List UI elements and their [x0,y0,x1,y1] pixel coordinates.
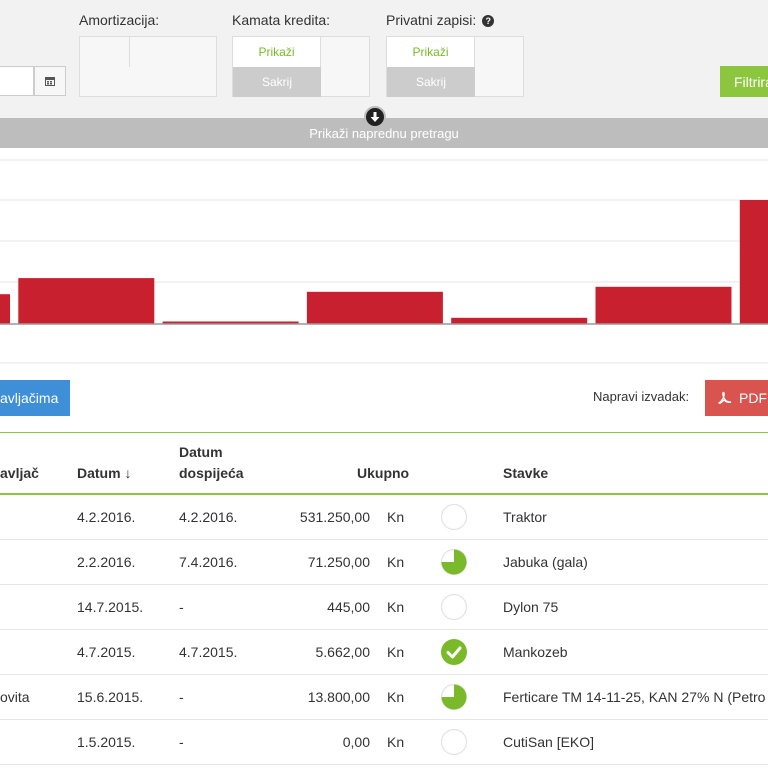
private-label-text: Privatni zapisi: [386,12,477,28]
statement-label: Napravi izvadak: [593,389,690,404]
cell-currency: Kn [387,689,405,705]
chart-bar[interactable] [18,278,155,324]
private-hide-button[interactable]: Sakrij [387,67,475,97]
cell-item[interactable]: Traktor [503,509,547,525]
chart-bar[interactable] [739,200,768,324]
cell-date: 15.6.2015. [77,689,144,705]
cell-due-date: 7.4.2016. [179,554,238,570]
cell-date: 2.2.2016. [77,554,136,570]
cell-amount: 13.800,00 [307,689,370,705]
header-divider [0,493,768,495]
cell-due-date: - [179,689,184,705]
cell-date: 14.7.2015. [77,599,144,615]
calendar-button[interactable] [34,66,66,96]
header-items[interactable]: Stavke [503,465,549,481]
pdf-button[interactable]: PDF [705,380,768,416]
interest-show-button[interactable]: Prikaži [233,37,321,67]
advanced-search-label: Prikaži naprednu pretragu [309,126,459,141]
cell-currency: Kn [387,644,405,660]
date-input[interactable] [0,66,34,96]
interest-hide-button[interactable]: Sakrij [233,67,321,97]
cell-amount: 445,00 [327,599,370,615]
cell-amount: 531.250,00 [299,509,370,525]
private-show-button[interactable]: Prikaži [387,37,475,67]
status-partial-icon [440,548,468,576]
cell-item[interactable]: Mankozeb [503,644,568,660]
pdf-button-label: PDF [739,390,767,406]
filter-button[interactable]: Filtriraj [720,66,768,97]
table-row[interactable]: 4.2.2016. 4.2.2016. 531.250,00 Kn Trakto… [0,495,768,540]
arrow-down-icon[interactable] [364,106,386,128]
cell-item[interactable]: Jabuka (gala) [503,554,588,570]
cell-amount: 5.662,00 [315,644,371,660]
header-supplier[interactable]: avljač [0,465,39,481]
private-toggle: Prikaži Sakrij [386,36,524,97]
interest-label: Kamata kredita: [232,12,331,28]
table-row[interactable]: 4.7.2015. 4.7.2015. 5.662,00 Kn Mankozeb [0,630,768,675]
chart-bar[interactable] [162,321,299,325]
table-row[interactable]: 1.5.2015. - 0,00 Kn CutiSan [EKO] [0,720,768,765]
table-row[interactable]: 14.7.2015. - 445,00 Kn Dylon 75 [0,585,768,630]
filter-panel: Amortizacija: Kamata kredita: Prikaži Sa… [0,0,768,118]
chart-bar[interactable] [306,291,443,324]
cell-supplier: ovita [0,689,30,705]
table-top-divider [0,432,768,433]
question-icon[interactable]: ? [482,15,495,27]
private-label: Privatni zapisi:? [386,12,495,28]
cell-date: 4.7.2015. [77,644,136,660]
header-due-date[interactable]: Datum dospijeća [179,442,244,484]
cell-due-date: 4.7.2015. [179,644,238,660]
amortization-toggle[interactable] [79,36,217,97]
amortization-label: Amortizacija: [79,12,160,28]
amortization-option-a[interactable] [80,37,130,67]
cell-date: 4.2.2016. [77,509,136,525]
group-by-supplier-button[interactable]: avljačima [0,380,70,416]
chart-bar[interactable] [451,317,588,324]
header-total[interactable]: Ukupno [357,465,410,481]
cell-currency: Kn [387,599,405,615]
header-due-line1: Datum [179,444,223,460]
cell-item[interactable]: Ferticare TM 14-11-25, KAN 27% N (Petro [503,689,766,705]
interest-toggle: Prikaži Sakrij [232,36,370,97]
table-row[interactable]: 2.2.2016. 7.4.2016. 71.250,00 Kn Jabuka … [0,540,768,585]
cell-currency: Kn [387,734,405,750]
header-date[interactable]: Datum ↓ [77,465,132,481]
cell-due-date: - [179,734,184,750]
status-empty-icon [440,728,468,756]
cell-currency: Kn [387,509,405,525]
status-paid-check-icon [441,639,467,665]
header-due-line2: dospijeća [179,465,244,481]
pdf-icon [717,391,732,404]
status-empty-icon [440,593,468,621]
cell-due-date: 4.2.2016. [179,509,238,525]
cell-date: 1.5.2015. [77,734,136,750]
bar-chart [0,159,768,364]
chart-area [0,150,768,370]
cell-amount: 0,00 [342,734,370,750]
status-partial-icon [440,683,468,711]
chart-bar[interactable] [0,294,10,324]
cell-currency: Kn [387,554,405,570]
cell-item[interactable]: Dylon 75 [503,599,559,615]
cell-item[interactable]: CutiSan [EKO] [503,734,595,750]
chart-bar[interactable] [595,286,732,324]
status-empty-icon [440,503,468,531]
table-row[interactable]: ovita 15.6.2015. - 13.800,00 Kn Ferticar… [0,675,768,720]
calendar-icon [45,77,55,86]
cell-amount: 71.250,00 [307,554,370,570]
cell-due-date: - [179,599,184,615]
